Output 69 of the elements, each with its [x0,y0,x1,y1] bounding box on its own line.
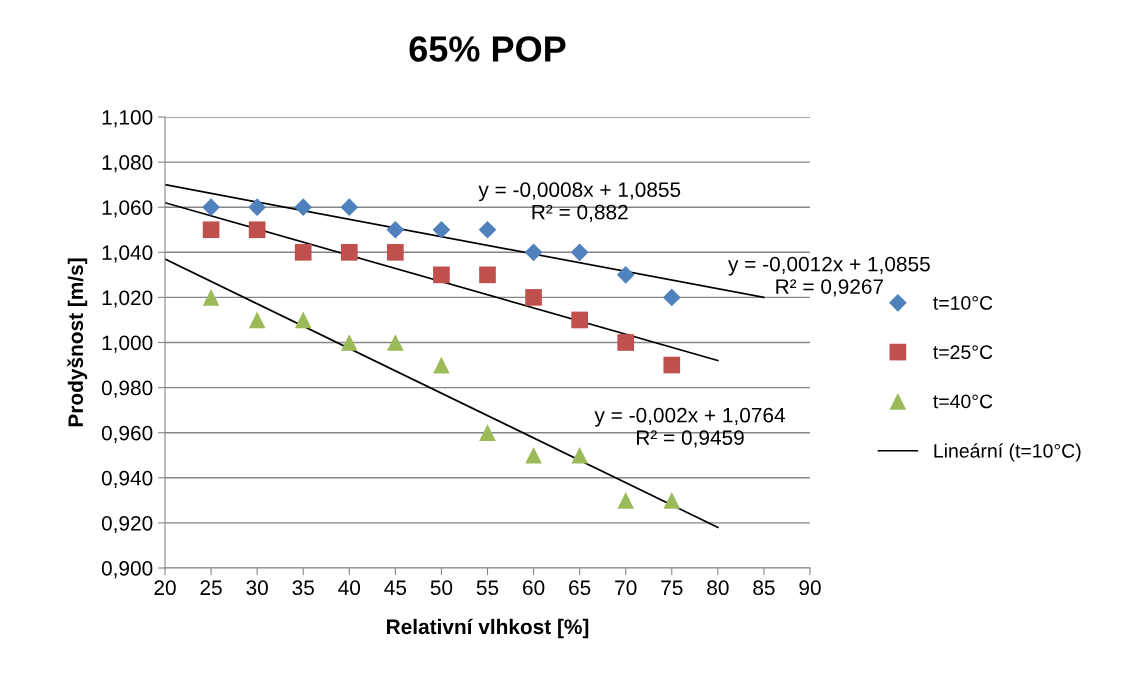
point [478,220,497,239]
x-tick-label: 35 [292,580,314,596]
x-tick-label: 20 [154,580,176,596]
point [386,220,405,239]
legend-label: t=25°C [933,345,993,360]
point [479,424,496,442]
point [433,266,450,284]
y-tick-label: 1,060 [102,200,153,218]
x-tick-label: 45 [384,580,407,596]
point [525,446,542,464]
x-axis-title: Relativní vlhkost [%] [387,618,589,639]
point [617,492,635,509]
point [616,266,635,284]
x-tick-label: 60 [523,580,545,596]
x-tick-label: 40 [338,580,361,596]
point [524,243,543,262]
x-tick-label: 50 [430,580,453,596]
y-tick-label: 0,920 [101,515,153,534]
y-axis-title: Prodyšnost [m/s] [67,258,88,427]
x-tick-label: 65 [569,580,591,596]
y-tick-label: 1,080 [102,155,153,173]
annotation: y = -0,0008x + 1,0855 R² = 0,882 [478,182,681,222]
legend-label: t=10°C [933,296,993,310]
y-tick-label: 1,100 [102,110,153,128]
point [340,198,359,217]
annotation: y = -0,0012x + 1,0855 R² = 0,9267 [728,256,930,297]
point [294,198,313,217]
point [387,243,404,261]
point [571,446,588,464]
y-tick-label: 1,040 [102,245,153,263]
point [248,198,266,217]
x-tick-label: 30 [246,580,268,596]
point [294,311,312,329]
point [479,266,496,284]
x-tick-label: 70 [615,580,637,596]
point [340,334,358,351]
x-tick-label: 85 [753,580,775,596]
y-tick-label: 0,960 [101,425,153,443]
chart-title: 65% POP [409,36,566,62]
point [525,289,542,306]
y-tick-label: 0,980 [101,380,153,398]
point [571,311,588,329]
point [617,334,635,351]
point [340,243,358,261]
point [248,311,266,329]
point [294,243,312,261]
annotation: y = -0,002x + 1,0764 R² = 0,9459 [594,407,785,448]
point [202,289,220,306]
x-tick-label: 90 [799,580,821,596]
point [662,288,681,307]
point [433,356,450,374]
x-tick-label: 75 [661,580,683,596]
legend-label: t=40°C [933,394,993,409]
point [570,243,589,262]
y-tick-label: 1,000 [102,335,153,353]
y-tick-label: 1,020 [102,290,153,308]
y-tick-label: 0,900 [101,561,153,579]
point [202,198,220,217]
x-tick-label: 25 [200,580,222,596]
point [202,221,220,239]
y-tick-label: 0,940 [101,470,153,489]
point [432,220,451,239]
x-tick-label: 55 [476,580,499,596]
point [663,356,681,374]
point [387,334,404,351]
legend-label: Lineární (t=10°C) [934,443,1081,462]
point [248,221,266,239]
x-tick-label: 80 [707,580,729,596]
point [663,492,681,509]
